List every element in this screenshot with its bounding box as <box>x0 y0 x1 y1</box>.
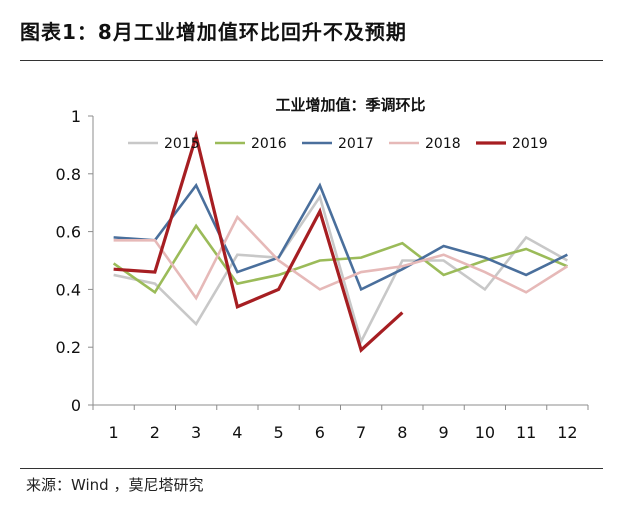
legend-label-2017: 2017 <box>338 136 374 152</box>
bottom-divider <box>20 468 603 469</box>
legend-label-2019: 2019 <box>512 136 548 152</box>
x-tick-label: 10 <box>475 423 495 442</box>
chart-container: 工业增加值：季调环比 0 0.2 0.4 0.6 0.8 1 1 2 3 4 5 6 7 8 9 10 11 12 2… <box>20 62 610 462</box>
y-tick-label: 1 <box>71 107 81 126</box>
x-tick-label: 2 <box>150 423 160 442</box>
chart-title: 工业增加值：季调环比 <box>275 96 425 114</box>
x-tick-label: 11 <box>516 423 536 442</box>
legend-label-2016: 2016 <box>251 136 287 152</box>
legend-label-2018: 2018 <box>425 136 461 152</box>
source-note: 来源：Wind ，莫尼塔研究 <box>26 476 204 494</box>
y-tick-label: 0.6 <box>56 223 81 242</box>
x-tick-label: 9 <box>439 423 449 442</box>
series-line-2019 <box>113 130 404 353</box>
y-tick-label: 0.2 <box>56 338 81 357</box>
y-tick-label: 0.4 <box>56 280 81 299</box>
x-tick-label: 5 <box>274 423 284 442</box>
y-tick-label: 0.8 <box>56 165 81 184</box>
top-divider <box>20 60 603 61</box>
series-line-2015 <box>113 193 569 345</box>
x-tick-label: 12 <box>557 423 577 442</box>
x-tick-label: 1 <box>109 423 119 442</box>
x-tick-label: 6 <box>315 423 325 442</box>
legend-label-2015: 2015 <box>164 136 200 152</box>
x-tick-label: 7 <box>356 423 366 442</box>
x-tick-label: 3 <box>191 423 201 442</box>
y-tick-label: 0 <box>71 396 81 415</box>
series-line-2017 <box>113 182 568 292</box>
series-line-2016 <box>112 223 568 295</box>
figure-title: 图表1：8月工业增加值环比回升不及预期 <box>20 20 407 44</box>
x-tick-label: 8 <box>397 423 407 442</box>
x-tick-label: 4 <box>232 423 242 442</box>
